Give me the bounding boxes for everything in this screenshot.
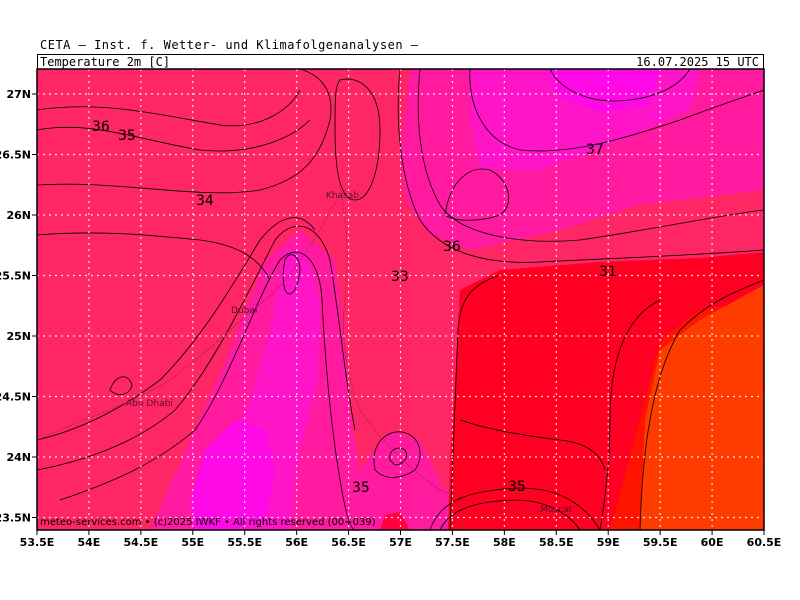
title-bar: Temperature_2m [C] 16.07.2025 15 UTC: [37, 54, 764, 69]
y-tick-label: 24N: [6, 451, 31, 464]
y-axis: 27N 26.5N 26N 25.5N 25N 24.5N 24N 23.5N: [0, 88, 37, 525]
lat-lon-grid: [37, 69, 764, 530]
x-tick-label: 59E: [597, 536, 620, 549]
x-tick-label: 58E: [493, 536, 516, 549]
x-tick-label: 54E: [78, 536, 101, 549]
contour-label-33: 33: [391, 269, 409, 285]
x-tick-label: 59.5E: [643, 536, 678, 549]
place-muscat: Muscat: [540, 505, 573, 515]
chart-header-title: CETA — Inst. f. Wetter- und Klimafolgena…: [40, 38, 419, 52]
cool-zone-sea-core: [640, 285, 764, 530]
contour-label-35b: 35: [352, 480, 370, 496]
contour-labels: 36 35 34 37 36 33 31 35 35: [92, 119, 617, 496]
isotherm-lines: [37, 69, 764, 530]
hot-spot-ne: [545, 69, 660, 112]
contour-label-36a: 36: [92, 119, 110, 135]
y-tick-label: 27N: [6, 88, 31, 101]
y-tick-label: 26N: [6, 209, 31, 222]
valid-time-label: 16.07.2025 15 UTC: [636, 55, 759, 69]
x-tick-label: 58.5E: [539, 536, 574, 549]
contour-label-35a: 35: [118, 128, 136, 144]
credit-line: meteo-services.com • (c)2025 IWKF • All …: [40, 517, 376, 528]
x-tick-label: 55E: [181, 536, 204, 549]
place-khasab: Khasab: [326, 191, 359, 201]
x-axis: 53.5E 54E 54.5E 55E 55.5E 56E 56.5E 57E 57.5E 58E…: [20, 530, 782, 549]
x-tick-label: 55.5E: [227, 536, 262, 549]
x-tick-label: 56E: [285, 536, 308, 549]
place-dubai: Dubai: [231, 306, 257, 316]
x-tick-label: 56.5E: [331, 536, 366, 549]
variable-label: Temperature_2m [C]: [40, 55, 171, 69]
y-tick-label: 26.5N: [0, 149, 31, 162]
x-tick-label: 53.5E: [20, 536, 55, 549]
y-tick-label: 23.5N: [0, 512, 31, 525]
y-tick-label: 25N: [6, 330, 31, 343]
place-abu-dhabi: Abu Dhabi: [126, 399, 173, 409]
x-tick-label: 57.5E: [435, 536, 470, 549]
place-labels: Khasab Dubai Abu Dhabi Muscat: [126, 191, 573, 515]
contour-label-36b: 36: [443, 239, 461, 255]
y-tick-label: 24.5N: [0, 391, 31, 404]
coastlines: [37, 189, 581, 516]
y-tick-label: 25.5N: [0, 270, 31, 283]
contour-label-35c: 35: [508, 479, 526, 495]
contour-label-31: 31: [599, 264, 617, 280]
hot-spot-west: [190, 420, 275, 530]
x-tick-label: 60E: [701, 536, 724, 549]
x-tick-label: 54.5E: [124, 536, 159, 549]
hot-spot-south: [380, 512, 410, 530]
contour-label-34: 34: [196, 193, 214, 209]
x-tick-label: 57E: [389, 536, 412, 549]
contour-label-37: 37: [586, 142, 604, 158]
x-tick-label: 60.5E: [747, 536, 782, 549]
